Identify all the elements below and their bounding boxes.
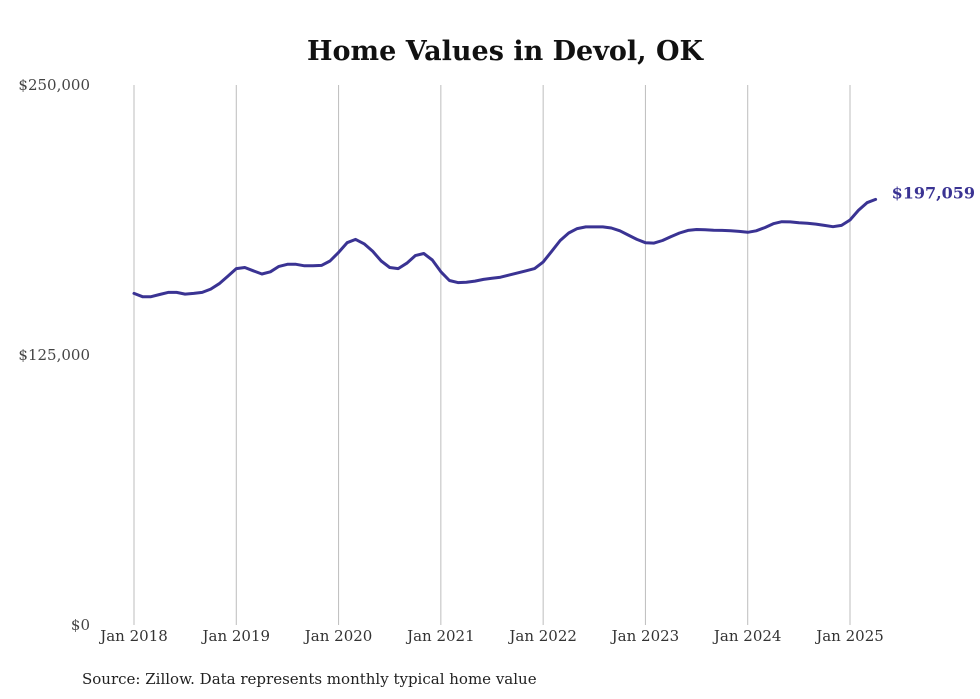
source-note: Source: Zillow. Data represents monthly … <box>82 670 537 688</box>
x-tick-label: Jan 2022 <box>507 627 577 645</box>
x-tick-label: Jan 2023 <box>610 627 680 645</box>
y-tick-label: $0 <box>71 616 90 634</box>
x-tick-label: Jan 2018 <box>98 627 168 645</box>
y-axis-ticks: $0 $125,000 $250,000 <box>18 76 90 634</box>
x-tick-label: Jan 2025 <box>814 627 884 645</box>
home-value-line <box>132 197 878 299</box>
x-tick-label: Jan 2021 <box>405 627 475 645</box>
gridlines <box>133 85 851 625</box>
y-tick-label: $125,000 <box>18 346 90 364</box>
x-axis-ticks: Jan 2018 Jan 2019 Jan 2020 Jan 2021 Jan 2022… <box>98 627 884 645</box>
x-tick-label: Jan 2020 <box>303 627 373 645</box>
x-tick-label: Jan 2019 <box>201 627 271 645</box>
x-tick-label: Jan 2024 <box>712 627 782 645</box>
latest-value-label: $197,059 <box>892 183 976 202</box>
chart-title: Home Values in Devol, OK <box>307 36 704 67</box>
y-tick-label: $250,000 <box>18 76 90 94</box>
